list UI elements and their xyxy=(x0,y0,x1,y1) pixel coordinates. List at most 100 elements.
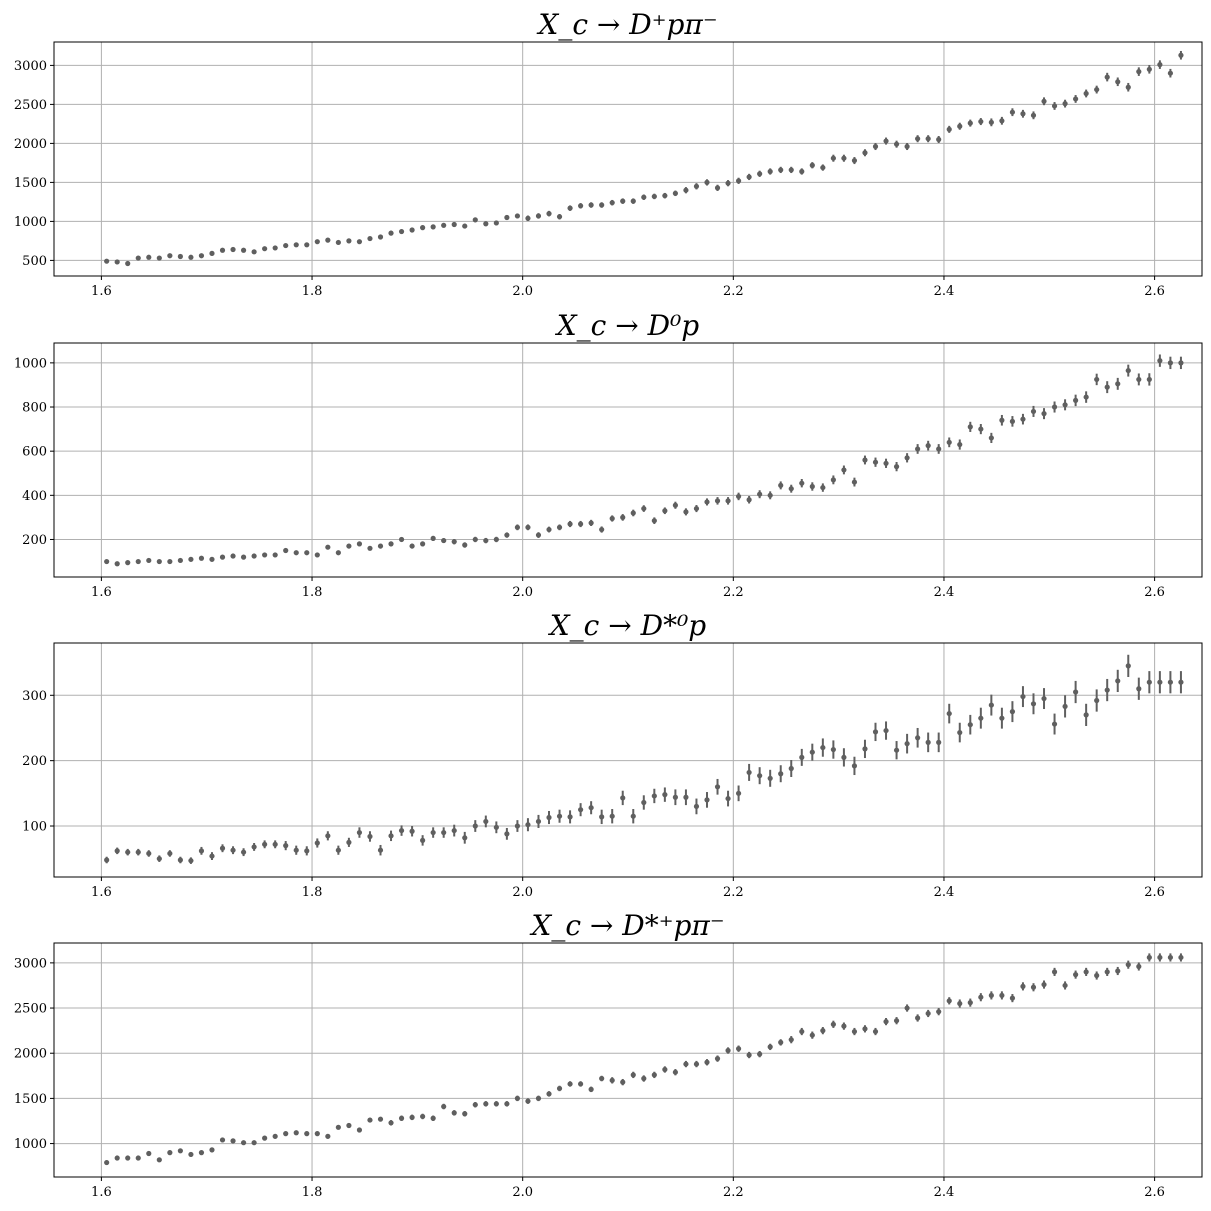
data-point xyxy=(1167,954,1174,961)
data-point xyxy=(283,547,289,554)
data-point xyxy=(262,841,268,847)
data-point xyxy=(1136,963,1142,970)
data-point xyxy=(230,847,236,853)
data-point xyxy=(483,221,489,227)
y-tick-label: 1000 xyxy=(14,215,47,230)
data-point xyxy=(841,155,847,161)
data-point xyxy=(893,747,900,753)
data-point xyxy=(325,833,331,839)
x-tick-label: 2.4 xyxy=(934,284,955,299)
data-point xyxy=(135,255,141,261)
chart-panel-1: X_c → D⁺pπ⁻ 1.6 1.8 2.0 2.2 2.4 2.6 500 1000 1500… xyxy=(14,8,1203,299)
data-point xyxy=(125,849,131,855)
data-point xyxy=(620,1079,626,1085)
data-point xyxy=(588,805,594,811)
data-point xyxy=(957,1000,963,1007)
data-point xyxy=(862,150,868,156)
data-point xyxy=(988,992,994,999)
data-point xyxy=(472,1102,478,1108)
data-point xyxy=(1146,376,1152,383)
data-point xyxy=(978,118,984,125)
data-point xyxy=(630,198,636,204)
data-point xyxy=(504,831,510,837)
data-point xyxy=(135,1155,141,1161)
data-point xyxy=(219,1137,226,1143)
data-point xyxy=(472,217,478,223)
data-point xyxy=(799,1028,805,1035)
data-point xyxy=(240,247,247,253)
data-point xyxy=(620,514,626,520)
data-point xyxy=(167,558,173,565)
data-point xyxy=(272,245,278,251)
data-point xyxy=(177,557,183,564)
data-point xyxy=(599,814,605,820)
data-point xyxy=(693,183,700,189)
data-point xyxy=(125,260,131,267)
data-point xyxy=(1146,954,1152,961)
data-point xyxy=(420,541,426,547)
data-point xyxy=(1030,701,1037,707)
data-point xyxy=(430,224,436,230)
data-point xyxy=(957,729,963,736)
data-point xyxy=(104,558,110,565)
data-point xyxy=(999,417,1005,423)
data-point xyxy=(662,508,668,514)
data-point xyxy=(683,509,689,515)
data-point xyxy=(1104,74,1110,80)
data-point xyxy=(1041,695,1047,702)
chart-panel-4: X_c → D*⁺pπ⁻ 1.6 1.8 2.0 2.2 2.4 2.6 1000 1500 20… xyxy=(14,909,1203,1200)
data-point xyxy=(346,1122,352,1129)
y-tick-label: 2500 xyxy=(14,1002,47,1017)
data-point xyxy=(809,162,815,168)
data-point xyxy=(146,557,152,564)
data-point xyxy=(609,515,615,522)
data-point xyxy=(293,550,299,556)
data-point xyxy=(1083,969,1089,975)
data-point xyxy=(356,239,363,245)
data-point xyxy=(851,763,858,769)
data-point xyxy=(630,813,636,819)
chart-title: X_c → D*⁰p xyxy=(548,609,707,642)
data-point xyxy=(672,502,678,508)
data-point xyxy=(325,1133,331,1139)
data-point xyxy=(988,435,994,441)
data-point xyxy=(999,992,1005,999)
data-point xyxy=(957,441,963,448)
data-point xyxy=(388,1120,394,1126)
data-point xyxy=(788,765,794,772)
data-point xyxy=(967,424,973,430)
x-tick-label: 1.6 xyxy=(91,585,112,600)
data-point xyxy=(156,558,162,565)
data-point xyxy=(104,857,110,863)
data-point xyxy=(1136,686,1142,692)
data-point xyxy=(420,225,426,231)
data-point xyxy=(198,253,205,259)
data-point xyxy=(1062,982,1068,989)
data-point xyxy=(693,1061,700,1067)
data-point xyxy=(936,1009,942,1015)
data-point xyxy=(567,1081,573,1087)
data-point xyxy=(662,792,668,798)
data-point xyxy=(925,739,931,745)
data-point xyxy=(188,858,194,864)
data-point xyxy=(377,543,384,549)
data-point xyxy=(462,1111,468,1117)
data-point xyxy=(662,1066,668,1073)
data-point xyxy=(851,157,858,164)
data-point xyxy=(936,739,942,745)
data-point xyxy=(525,1098,531,1104)
data-point xyxy=(304,1131,310,1137)
data-point xyxy=(757,773,763,779)
data-point xyxy=(1083,90,1089,97)
data-point xyxy=(651,193,657,200)
data-point xyxy=(1051,404,1058,410)
data-point xyxy=(578,807,584,813)
y-tick-label: 2500 xyxy=(14,98,47,113)
data-point xyxy=(177,1148,183,1154)
data-point xyxy=(693,505,700,512)
data-point xyxy=(799,480,805,486)
data-point xyxy=(915,735,921,741)
data-point xyxy=(1020,693,1026,700)
data-point xyxy=(904,1005,910,1011)
